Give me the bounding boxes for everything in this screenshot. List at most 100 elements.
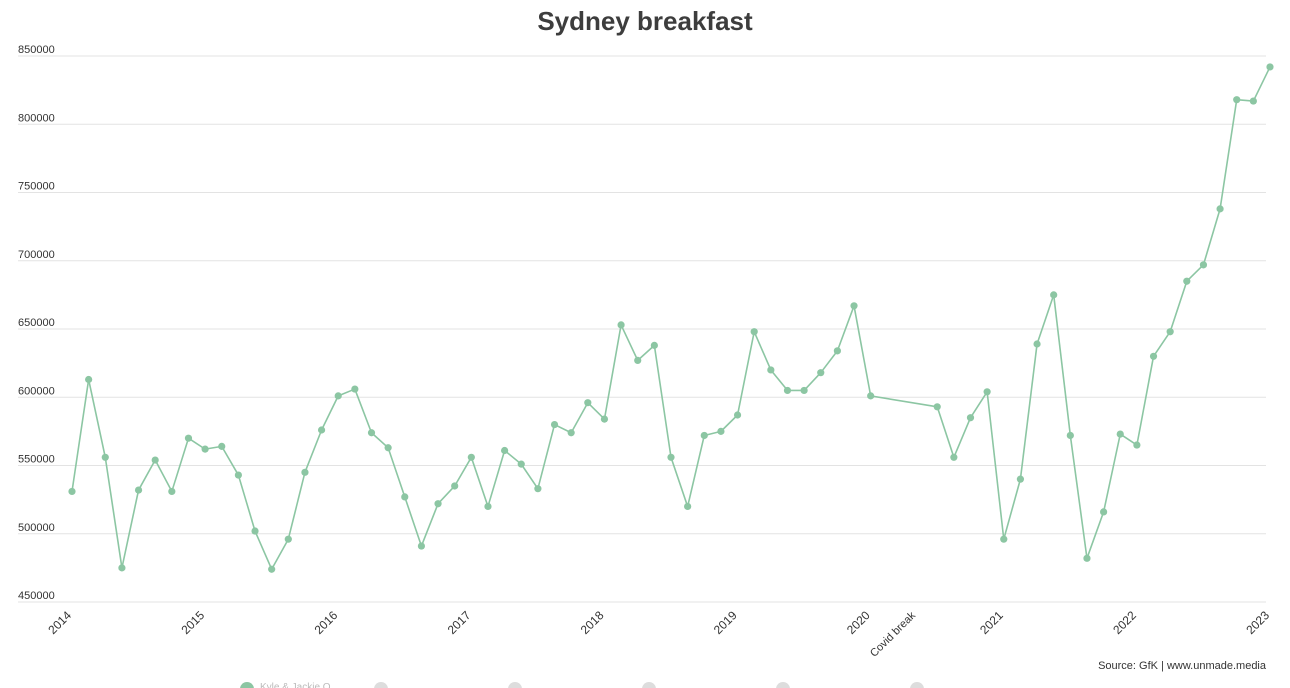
data-point[interactable] [218,442,226,450]
data-point[interactable] [168,487,176,496]
legend-item[interactable] [642,676,776,688]
data-point[interactable] [201,445,209,453]
series-segment [570,402,589,434]
data-point[interactable] [950,453,958,461]
data-point[interactable] [1183,277,1191,285]
data-point[interactable] [584,399,592,407]
data-point[interactable] [367,429,376,437]
data-point[interactable] [1149,352,1158,360]
series-segment [537,424,556,489]
y-tick-label: 600000 [18,385,55,397]
data-point[interactable] [384,444,392,452]
legend-item[interactable] [374,676,508,688]
data-point[interactable] [717,427,725,435]
series-segment [487,450,506,507]
data-point[interactable] [534,485,542,493]
data-point[interactable] [334,392,342,400]
data-point[interactable] [1083,554,1091,562]
data-point[interactable] [1249,97,1257,105]
data-point[interactable] [767,366,775,374]
series-segment [270,538,290,570]
data-point[interactable] [634,356,642,364]
data-point[interactable] [301,468,309,476]
series-segment [254,530,273,570]
series-segment [753,331,772,371]
data-point[interactable] [867,392,875,400]
data-point[interactable] [800,386,808,395]
series-segment [287,472,306,540]
series-segment [1052,294,1072,436]
legend-swatch [776,682,790,688]
data-point[interactable] [1066,431,1074,440]
data-point[interactable] [284,535,292,543]
data-point[interactable] [68,487,76,496]
data-point[interactable] [251,527,259,535]
data-point[interactable] [1133,441,1141,449]
data-point[interactable] [966,414,975,422]
data-point[interactable] [317,426,326,434]
data-point[interactable] [933,403,941,411]
data-point[interactable] [684,502,692,511]
data-point[interactable] [184,434,193,442]
data-point[interactable] [567,429,575,437]
data-point[interactable] [1000,535,1008,543]
data-point[interactable] [817,369,825,377]
series-segment [720,414,739,432]
data-point[interactable] [118,564,126,572]
data-point[interactable] [1116,430,1124,438]
data-point[interactable] [85,375,93,384]
data-point[interactable] [268,565,276,573]
data-point[interactable] [101,453,109,461]
data-point[interactable] [667,453,675,461]
series-segment [620,324,639,361]
data-point[interactable] [833,347,841,355]
data-point[interactable] [234,471,242,479]
legend-item[interactable] [776,676,910,688]
series-segment [820,350,839,374]
data-point[interactable] [484,502,492,511]
data-point[interactable] [650,341,658,349]
data-point[interactable] [750,328,758,336]
data-point[interactable] [1166,328,1174,336]
series-segment [1086,511,1105,559]
series-segment [387,447,406,498]
data-point[interactable] [467,453,475,461]
series-segment [137,459,156,491]
data-point[interactable] [1233,96,1241,104]
data-point[interactable] [1050,291,1058,299]
data-point[interactable] [501,446,509,455]
series-segment [437,485,456,505]
y-tick-label: 750000 [18,181,55,193]
data-point[interactable] [700,431,708,440]
data-point[interactable] [733,411,742,419]
legend-item[interactable]: Kyle & Jackie O [240,676,374,688]
data-point[interactable] [617,321,625,329]
data-point[interactable] [1266,63,1274,71]
series-segment [121,489,140,569]
x-tick-label: 2020 [844,608,873,637]
data-point[interactable] [351,385,359,393]
legend-item[interactable] [910,676,1044,688]
data-point[interactable] [1216,205,1224,213]
data-point[interactable] [1199,261,1208,269]
series-segment [603,324,622,420]
data-point[interactable] [850,302,858,310]
data-point[interactable] [434,500,442,508]
data-point[interactable] [550,420,559,429]
data-point[interactable] [517,460,525,468]
data-point[interactable] [983,388,991,396]
data-point[interactable] [1016,475,1025,483]
data-point[interactable] [401,493,409,501]
data-point[interactable] [1100,508,1108,516]
data-point[interactable] [783,386,792,395]
data-point[interactable] [134,486,143,494]
y-tick-label: 800000 [18,112,55,124]
legend-item[interactable] [508,676,642,688]
data-point[interactable] [600,415,609,423]
data-point[interactable] [1033,340,1041,348]
data-point[interactable] [417,542,426,550]
legend: Kyle & Jackie O [240,676,1044,688]
data-point[interactable] [451,482,459,490]
data-point[interactable] [151,456,159,464]
